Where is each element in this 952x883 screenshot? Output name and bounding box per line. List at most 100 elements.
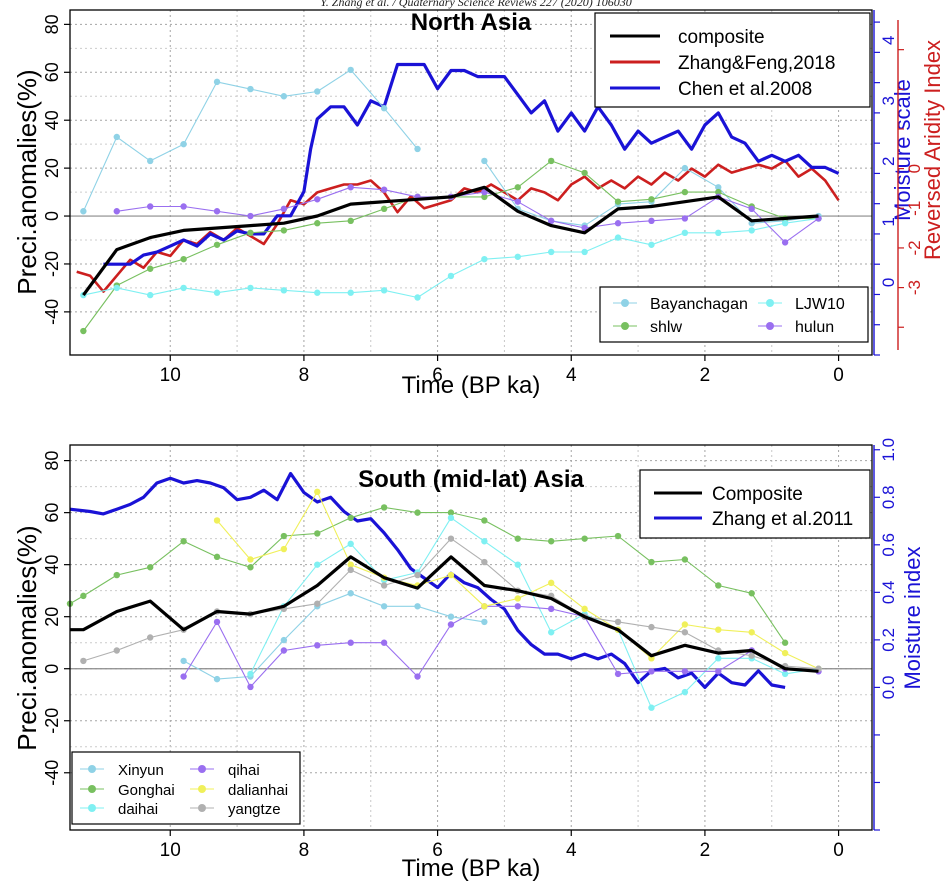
data-point-shlw (581, 169, 588, 177)
x-tick-label: 10 (160, 840, 181, 861)
legend-marker-xinyun (88, 765, 96, 773)
x-tick-label: 10 (160, 365, 181, 386)
data-point-ljw10 (314, 289, 321, 296)
data-point-qihai (380, 639, 388, 646)
data-point-hulun (748, 205, 755, 213)
y2-blue-tick-label: 1.0 (879, 438, 898, 462)
data-point-gonghai (280, 532, 288, 540)
y2-red-axis-label: Reversed Aridity Index (920, 40, 945, 260)
chart-south-asia: South (mid-lat) Asia Time (BP ka) Preci.… (12, 438, 925, 882)
chart-title: South (mid-lat) Asia (358, 466, 584, 493)
data-point-dalianhai (314, 488, 321, 496)
data-point-qihai (280, 647, 288, 654)
data-point-shlw (347, 217, 354, 225)
data-point-dalianhai (781, 649, 789, 657)
data-point-dalianhai (347, 561, 354, 568)
data-point-ljw10 (147, 291, 154, 299)
data-point-qihai (514, 603, 521, 610)
y-tick-label: 0 (42, 664, 62, 674)
data-point-dalianhai (481, 603, 488, 610)
legend-marker-daihai (88, 804, 96, 812)
data-point-hulun (648, 217, 655, 225)
data-point-shlw (548, 157, 555, 165)
data-point-gonghai (113, 571, 120, 579)
data-point-hulun (213, 208, 221, 215)
y2-blue-tick-label: 0.2 (879, 628, 898, 652)
data-point-qihai (247, 683, 254, 691)
data-point-bayanchagan (380, 105, 388, 112)
legend-marker-gonghai (88, 785, 96, 793)
data-point-gonghai (748, 590, 755, 597)
data-point-yangtze (414, 571, 421, 579)
data-point-shlw (280, 227, 288, 234)
data-point-yangtze (481, 558, 488, 566)
data-point-daihai (681, 688, 689, 696)
data-point-shlw (514, 184, 521, 191)
data-point-daihai (514, 561, 521, 568)
x-tick-label: 8 (299, 840, 310, 861)
data-point-gonghai (314, 530, 321, 537)
y2-blue-tick-label: 4 (879, 36, 898, 45)
data-point-bayanchagan (80, 208, 87, 215)
x-tick-label: 6 (432, 365, 443, 386)
x-tick-label: 0 (833, 840, 844, 861)
data-point-shlw (213, 241, 221, 248)
data-point-hulun (380, 186, 388, 193)
data-point-shlw (180, 255, 187, 263)
data-point-xinyun (380, 603, 388, 610)
legend-marker-qihai (198, 765, 206, 773)
y2-blue-tick-label: 3 (879, 96, 898, 105)
data-point-hulun (180, 203, 187, 210)
data-point-gonghai (347, 514, 354, 522)
data-point-gonghai (548, 538, 555, 545)
data-point-ljw10 (180, 284, 187, 292)
y2-blue-tick-label: 0.4 (879, 581, 898, 605)
series-line-zhang-et-al-2011 (69, 471, 786, 690)
data-point-dalianhai (280, 545, 288, 553)
data-point-dalianhai (247, 556, 254, 563)
y2-blue-tick-label: 0.6 (879, 533, 898, 557)
data-point-daihai (347, 540, 354, 548)
data-point-daihai (314, 561, 321, 568)
data-point-hulun (147, 203, 154, 210)
data-point-ljw10 (514, 253, 521, 260)
y-tick-label: -20 (42, 251, 62, 277)
data-point-bayanchagan (280, 93, 288, 100)
data-point-ljw10 (548, 248, 555, 256)
y2-blue-axis-label: Moisture scale (890, 79, 915, 221)
data-point-xinyun (280, 636, 288, 644)
data-point-shlw (380, 205, 388, 213)
data-point-yangtze (347, 566, 354, 574)
y2-red-tick-label: -3 (905, 280, 924, 295)
data-point-yangtze (314, 600, 321, 607)
legend-main-box (594, 12, 871, 108)
data-point-hulun (681, 215, 689, 222)
legend-label-yangtze: yangtze (228, 801, 281, 818)
legend-sites: Xinyun Gonghai daihai qihai dalianhai ya… (71, 751, 301, 825)
data-point-gonghai (614, 532, 622, 540)
x-tick-label: 0 (833, 365, 844, 386)
data-point-ljw10 (614, 234, 622, 241)
y2-blue-tick-label: 0.8 (879, 485, 898, 509)
y-tick-label: 80 (42, 14, 62, 34)
data-point-daihai (648, 704, 655, 711)
data-point-qihai (614, 670, 622, 678)
legend-label-bayanchagan: Bayanchagan (650, 296, 748, 313)
legend-label-qihai: qihai (228, 762, 260, 779)
data-point-dalianhai (213, 517, 221, 524)
series-layer (66, 471, 822, 711)
data-point-dalianhai (748, 629, 755, 636)
data-point-gonghai (648, 558, 655, 566)
y2-red-tick-label: 0 (905, 164, 924, 173)
y2-blue-tick-label: 0 (879, 278, 898, 287)
data-point-hulun (581, 224, 588, 232)
legend-label-zhang2011: Zhang et al.2011 (712, 509, 853, 530)
data-point-bayanchagan (180, 140, 187, 148)
x-tick-label: 4 (566, 840, 577, 861)
data-point-dalianhai (581, 605, 588, 613)
data-point-xinyun (180, 657, 187, 665)
legend-label-hulun: hulun (795, 319, 834, 336)
x-tick-label: 8 (299, 365, 310, 386)
y-tick-label: 40 (42, 110, 62, 130)
data-point-shlw (147, 265, 154, 272)
